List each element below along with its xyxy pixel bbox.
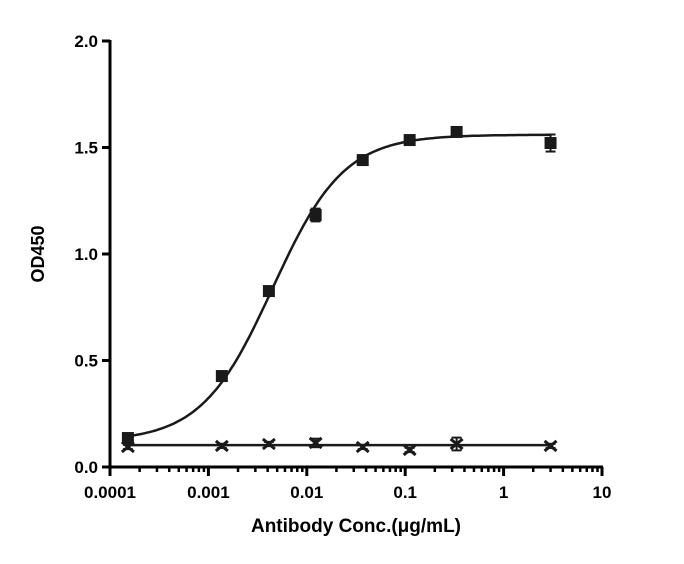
data-point-square bbox=[121, 432, 134, 445]
data-point-square bbox=[544, 137, 557, 150]
data-point-cross bbox=[120, 440, 135, 454]
x-tick-label: 0.1 bbox=[393, 483, 417, 502]
data-point-cross bbox=[449, 437, 464, 451]
data-point-square bbox=[403, 134, 416, 147]
data-point-cross bbox=[308, 436, 323, 450]
data-point-cross bbox=[543, 439, 558, 453]
y-tick-label: 1.0 bbox=[74, 245, 98, 264]
x-tick-label: 1 bbox=[499, 483, 508, 502]
y-tick-label: 0.0 bbox=[74, 458, 98, 477]
data-point-square bbox=[262, 285, 275, 298]
data-point-square bbox=[450, 125, 463, 138]
axes: 0.0 0.5 1.0 1.5 2.0 0.0001 0.001 0.01 0.1 1 10 bbox=[74, 32, 611, 502]
x-tick-label: 10 bbox=[593, 483, 612, 502]
x-tick-label: 0.0001 bbox=[84, 483, 136, 502]
data-point-square bbox=[215, 370, 228, 383]
data-point-cross bbox=[402, 443, 417, 457]
x-axis-label: Antibody Conc.(μg/mL) bbox=[251, 516, 461, 537]
fit-curve-series-1 bbox=[127, 133, 551, 438]
y-tick-label: 2.0 bbox=[74, 32, 98, 51]
data-point-cross bbox=[355, 440, 370, 454]
x-tick-label: 0.001 bbox=[187, 483, 230, 502]
y-axis-label: OD450 bbox=[28, 225, 48, 282]
data-point-square bbox=[356, 154, 369, 167]
data-point-cross bbox=[261, 437, 276, 451]
data-point-square bbox=[309, 209, 322, 222]
marks bbox=[120, 125, 558, 457]
y-tick-label: 0.5 bbox=[74, 352, 98, 371]
data-point-cross bbox=[214, 439, 229, 453]
x-tick-label: 0.01 bbox=[290, 483, 323, 502]
y-tick-label: 1.5 bbox=[74, 139, 98, 158]
